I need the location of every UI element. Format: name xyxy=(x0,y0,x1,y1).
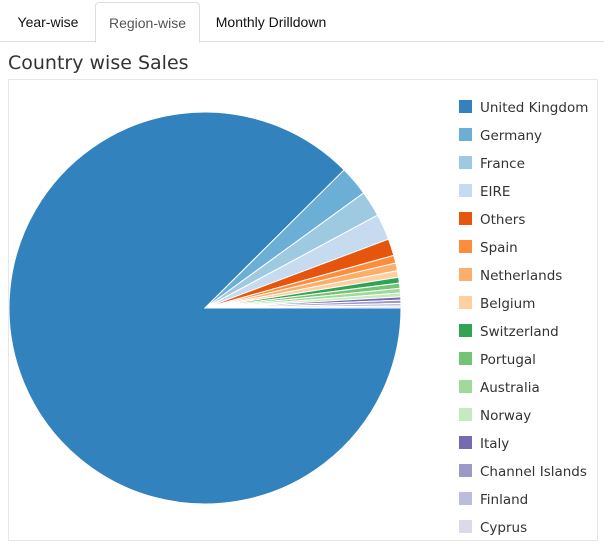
legend-label: EIRE xyxy=(480,184,510,200)
chart-legend: United Kingdom Germany France EIRE Others Spa… xyxy=(459,100,588,536)
legend-swatch xyxy=(459,352,472,365)
legend-label: Cyprus xyxy=(480,520,527,536)
legend-label: Italy xyxy=(480,436,509,452)
legend-swatch xyxy=(459,408,472,421)
legend-swatch xyxy=(459,156,472,169)
pie-slices xyxy=(8,111,402,505)
legend-swatch xyxy=(459,464,472,477)
legend-label: Norway xyxy=(480,408,531,424)
legend-label: Portugal xyxy=(480,352,536,368)
legend-label: United Kingdom xyxy=(480,100,588,116)
legend-label: France xyxy=(480,156,525,172)
page-title: Country wise Sales xyxy=(8,52,189,74)
legend-label: Netherlands xyxy=(480,268,562,284)
legend-swatch xyxy=(459,240,472,253)
legend-swatch xyxy=(459,100,472,113)
legend-swatch xyxy=(459,380,472,393)
legend-label: Switzerland xyxy=(480,324,559,340)
legend-label: Belgium xyxy=(480,296,535,312)
legend-label: Germany xyxy=(480,128,542,144)
pie-slice-cyprus[interactable] xyxy=(204,305,402,309)
legend-swatch xyxy=(459,492,472,505)
legend-swatch xyxy=(459,324,472,337)
legend-swatch xyxy=(459,212,472,225)
legend-label: Finland xyxy=(480,492,528,508)
legend-label: Australia xyxy=(480,380,540,396)
legend-swatch xyxy=(459,184,472,197)
tab-region-wise[interactable]: Region-wise xyxy=(95,2,200,43)
legend-swatch xyxy=(459,268,472,281)
tab-year-wise[interactable]: Year-wise xyxy=(17,14,79,30)
legend-swatch xyxy=(459,128,472,141)
tab-monthly-drilldown[interactable]: Monthly Drilldown xyxy=(215,14,327,30)
legend-swatch xyxy=(459,296,472,309)
legend-label: Others xyxy=(480,212,525,228)
tab-bar: Year-wise Region-wise Monthly Drilldown xyxy=(0,0,604,43)
legend-swatch xyxy=(459,436,472,449)
legend-label: Channel Islands xyxy=(480,464,587,480)
legend-swatch xyxy=(459,520,472,533)
legend-label: Spain xyxy=(480,240,518,256)
